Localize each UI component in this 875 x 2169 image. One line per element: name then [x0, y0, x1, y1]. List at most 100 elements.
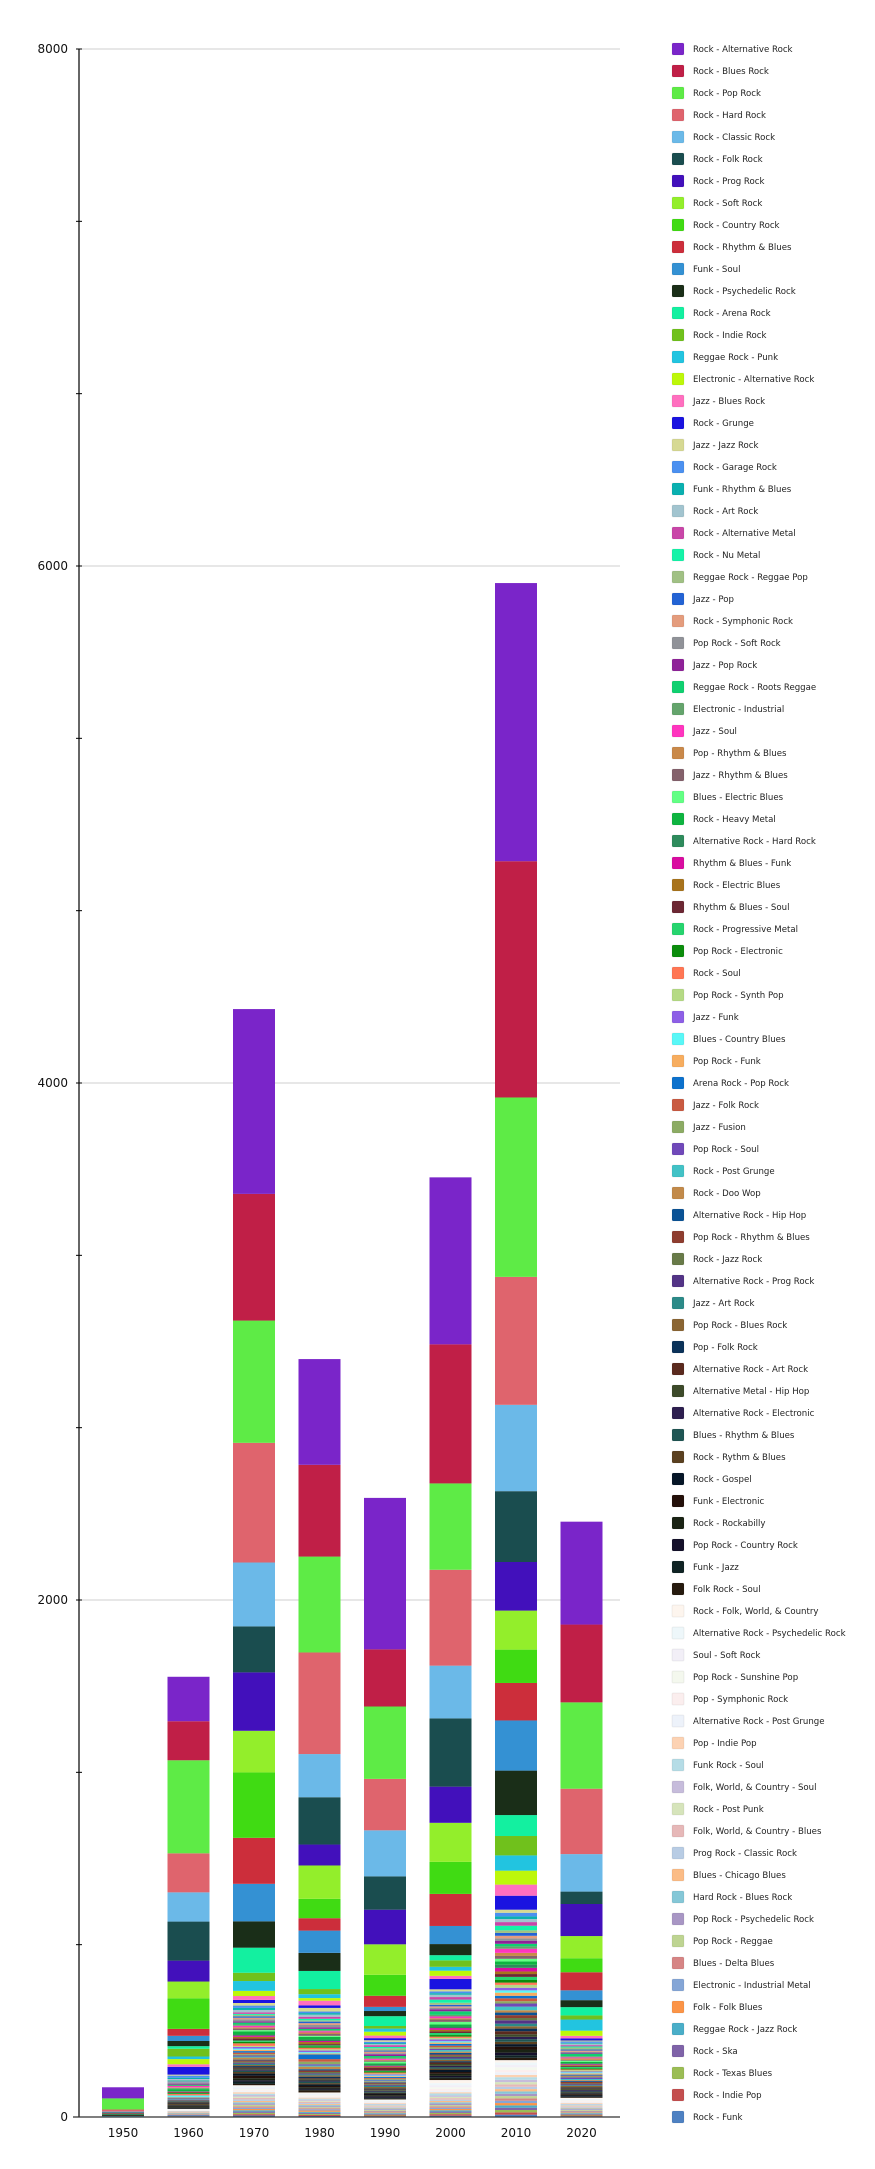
bar-segment — [495, 2060, 537, 2063]
legend-item: Blues - Chicago Blues — [671, 1868, 786, 1882]
legend-item: Rock - Rythm & Blues — [671, 1450, 786, 1464]
bar-segment — [233, 1883, 275, 1922]
bar-segment — [429, 2028, 472, 2030]
bar-segment — [233, 2108, 275, 2111]
bar-segment — [233, 2107, 275, 2109]
bar-segment — [364, 2095, 406, 2097]
legend-swatch — [671, 108, 685, 122]
legend-swatch — [671, 2022, 685, 2036]
bar-segment — [429, 1718, 472, 1787]
bar-segment — [167, 2110, 210, 2111]
legend-label: Folk - Folk Blues — [693, 2003, 763, 2013]
bar-segment — [429, 1975, 472, 1979]
bar-segment — [233, 2095, 275, 2097]
bar-segment — [298, 2080, 341, 2082]
bar-segment — [495, 2077, 537, 2080]
bar-segment — [495, 1720, 537, 1771]
bar-segment — [560, 2085, 603, 2086]
bar-segment — [167, 2098, 210, 2100]
bar-segment — [560, 2060, 603, 2062]
bar-segment — [560, 2095, 603, 2097]
bar-segment — [429, 2031, 472, 2033]
bar-segment — [495, 2062, 537, 2066]
bar-segment — [495, 1916, 537, 1919]
legend-label: Rock - Rhythm & Blues — [693, 243, 792, 253]
bar-segment — [560, 2112, 603, 2114]
bar-segment — [298, 2039, 341, 2042]
bar-segment — [167, 2046, 210, 2049]
bar-segment — [233, 1837, 275, 1884]
legend-item: Rock - Jazz Rock — [671, 1252, 762, 1266]
bar-segment — [167, 2104, 210, 2106]
legend-label: Rock - Prog Rock — [693, 177, 764, 187]
legend-item: Pop Rock - Funk — [671, 1054, 761, 1068]
legend-label: Rock - Post Grunge — [693, 1167, 775, 1177]
bar-segment — [560, 2038, 603, 2041]
legend-label: Pop Rock - Soft Rock — [693, 639, 781, 649]
legend-item: Pop Rock - Soul — [671, 1142, 759, 1156]
bar-segment — [364, 2055, 406, 2058]
bar-segment — [429, 2032, 472, 2036]
bar-segment — [298, 2093, 341, 2095]
legend-item: Blues - Country Blues — [671, 1032, 786, 1046]
bar-segment — [364, 2092, 406, 2094]
bar-segment — [495, 1276, 537, 1405]
bar-segment — [560, 2092, 603, 2094]
bar-segment — [233, 2005, 275, 2008]
bar-segment — [429, 2096, 472, 2099]
legend-swatch — [671, 1384, 685, 1398]
legend-swatch — [671, 1494, 685, 1508]
bar-segment — [364, 2077, 406, 2079]
legend-item: Alternative Rock - Post Grunge — [671, 1714, 825, 1728]
bar-segment — [233, 2021, 275, 2023]
bar-segment — [364, 2048, 406, 2051]
bar-segment — [233, 2019, 275, 2022]
bar-segment — [298, 2050, 341, 2053]
bar-segment — [429, 2052, 472, 2055]
bar-segment — [429, 2103, 472, 2106]
bar-segment — [167, 1676, 210, 1722]
legend-swatch — [671, 394, 685, 408]
bar-segment — [364, 2102, 406, 2104]
legend-item: Rock - Classic Rock — [671, 130, 775, 144]
bar-segment — [560, 1972, 603, 1991]
legend-swatch — [671, 1604, 685, 1618]
legend-label: Jazz - Blues Rock — [692, 397, 765, 407]
legend-item: Arena Rock - Pop Rock — [671, 1076, 789, 1090]
bar-segment — [560, 2115, 603, 2117]
legend-swatch — [671, 2044, 685, 2058]
bar-segment — [298, 2036, 341, 2040]
bar-segment — [429, 2075, 472, 2078]
bar-segment — [233, 2099, 275, 2101]
bar-segment — [298, 2020, 341, 2022]
bar-segment — [429, 1993, 472, 1995]
bar-segment — [495, 1958, 537, 1962]
bar-segment — [495, 2028, 537, 2032]
bar-segment — [233, 2073, 275, 2076]
bar-segment — [298, 2028, 341, 2031]
bar-segment — [233, 2013, 275, 2015]
legend-swatch — [671, 724, 685, 738]
bar-segment — [298, 2109, 341, 2111]
bar-segment — [560, 1854, 603, 1892]
legend-swatch — [671, 1076, 685, 1090]
bar-segment — [233, 2068, 275, 2070]
legend-label: Alternative Rock - Electronic — [693, 1409, 815, 1419]
bar-segment — [560, 2104, 603, 2106]
bar-segment — [233, 2052, 275, 2055]
legend-item: Jazz - Fusion — [671, 1120, 746, 1134]
bar-segment — [429, 1991, 472, 1994]
legend-item: Rock - Arena Rock — [671, 306, 771, 320]
bar-segment — [298, 2011, 341, 2014]
bar-segment — [429, 1997, 472, 2000]
y-tick-label: 8000 — [37, 42, 68, 56]
legend-label: Funk - Soul — [693, 265, 740, 275]
bar-segment — [429, 1569, 472, 1666]
bar-segment — [429, 2036, 472, 2038]
bar-segment — [560, 2000, 603, 2008]
bar-segment — [495, 1984, 537, 1988]
bar-segment — [364, 2066, 406, 2068]
legend-item: Pop - Indie Pop — [671, 1736, 757, 1750]
axes: 0 2000 4000 6000 8000 1950 1960 1970 1980 1990 200… — [37, 42, 620, 2140]
legend-swatch — [671, 306, 685, 320]
